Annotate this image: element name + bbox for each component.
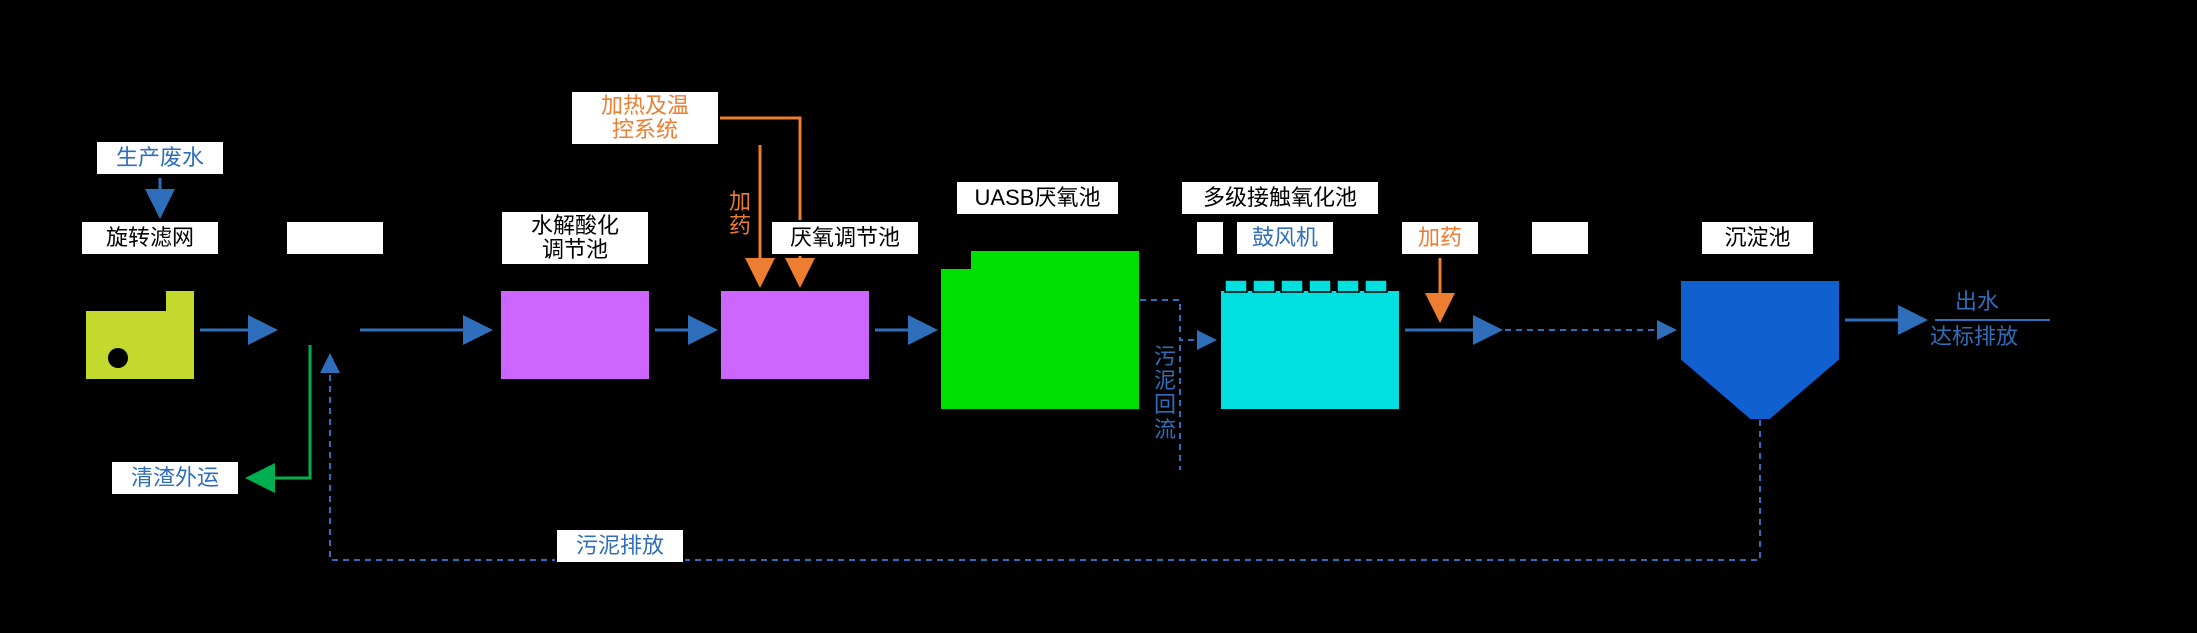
label-blower: 鼓风机 xyxy=(1235,220,1335,256)
text-sludge-return: 污 泥 回 流 xyxy=(1150,345,1180,442)
label-slag-removal: 清渣外运 xyxy=(110,460,240,496)
label-hydrolysis-tank: 水解酸化 调节池 xyxy=(500,210,650,266)
svg-layer xyxy=(0,0,2197,633)
arrow-slag xyxy=(248,345,310,478)
dash-uasb-multi xyxy=(1140,300,1215,340)
label-dosing2: 加药 xyxy=(1400,220,1480,256)
multistage-shape xyxy=(1220,280,1400,410)
label-uasb: UASB厌氧池 xyxy=(955,180,1120,216)
rotary-screen-shape xyxy=(85,290,195,380)
label-empty-2 xyxy=(1195,220,1225,256)
text-dosing: 加 药 xyxy=(725,190,755,238)
label-sed-tank: 沉淀池 xyxy=(1700,220,1815,256)
label-heating-system: 加热及温 控系统 xyxy=(570,90,720,146)
text-effluent: 出水 xyxy=(1955,290,1999,314)
label-rotary-screen: 旋转滤网 xyxy=(80,220,220,256)
label-production-wastewater: 生产废水 xyxy=(95,140,225,176)
label-empty-1 xyxy=(285,220,385,256)
label-sludge-discharge: 污泥排放 xyxy=(555,528,685,564)
label-anoxic-tank: 厌氧调节池 xyxy=(770,220,920,256)
text-discharge-std: 达标排放 xyxy=(1930,325,2018,349)
anoxic-tank-shape xyxy=(720,290,870,380)
label-multistage: 多级接触氧化池 xyxy=(1180,180,1380,216)
label-empty-3 xyxy=(1530,220,1590,256)
uasb-shape xyxy=(940,250,1140,410)
flow-diagram: 生产废水 旋转滤网 水解酸化 调节池 加热及温 控系统 厌氧调节池 UASB厌氧… xyxy=(0,0,2197,633)
hydrolysis-tank-shape xyxy=(500,290,650,380)
sed-tank-shape xyxy=(1680,280,1840,420)
